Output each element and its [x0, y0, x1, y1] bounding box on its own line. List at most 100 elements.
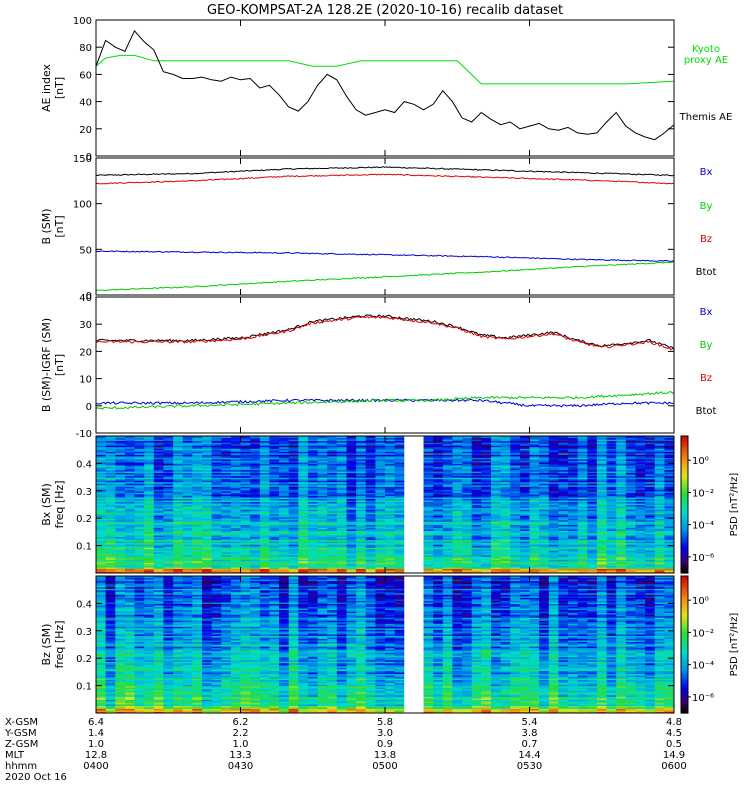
heatmap-cell — [192, 568, 203, 571]
heatmap-cell — [173, 527, 184, 530]
heatmap-cell — [481, 503, 492, 506]
heatmap-cell — [394, 563, 405, 566]
heatmap-cell — [481, 570, 492, 573]
heatmap-cell — [625, 553, 636, 556]
heatmap-cell — [134, 515, 145, 518]
heatmap-cell — [124, 536, 136, 539]
heatmap-cell — [423, 534, 434, 537]
heatmap-cell — [144, 512, 155, 515]
heatmap-cell — [606, 506, 617, 509]
heatmap-cell — [365, 528, 376, 531]
heatmap-cell — [519, 556, 531, 559]
heatmap-cell — [230, 536, 242, 539]
heatmap-cell — [202, 570, 213, 573]
heatmap-cell — [462, 553, 473, 556]
heatmap-cell — [548, 503, 559, 506]
heatmap-cell — [134, 559, 145, 562]
heatmap-cell — [298, 542, 309, 545]
heatmap-cell — [500, 522, 511, 525]
heatmap-cell — [221, 503, 232, 506]
heatmap-cell — [635, 542, 646, 545]
heatmap-cell — [96, 527, 107, 530]
heatmap-cell — [442, 516, 453, 519]
heatmap-cell — [317, 507, 328, 510]
heatmap-cell — [635, 559, 646, 562]
heatmap-cell — [568, 553, 579, 556]
heatmap-cell — [385, 528, 396, 531]
heatmap-cell — [307, 513, 319, 516]
heatmap-cell — [635, 551, 646, 554]
heatmap-cell — [481, 536, 492, 539]
heatmap-cell — [230, 519, 242, 522]
heatmap-cell — [298, 533, 309, 536]
heatmap-cell — [654, 566, 665, 569]
heatmap-cell — [144, 547, 155, 550]
heatmap-cell — [240, 504, 251, 507]
heatmap-cell — [548, 516, 559, 519]
heatmap-cell — [163, 498, 174, 501]
heatmap-cell — [356, 506, 367, 509]
heatmap-cell — [548, 504, 559, 507]
heatmap-cell — [587, 559, 598, 562]
heatmap-cell — [163, 516, 174, 519]
heatmap-cell — [596, 538, 608, 541]
heatmap-cell — [587, 566, 598, 569]
heatmap-cell — [346, 559, 357, 562]
heatmap-cell — [616, 512, 627, 515]
heatmap-cell — [491, 539, 502, 542]
heatmap-cell — [587, 503, 598, 506]
heatmap-cell — [163, 557, 174, 560]
heatmap-cell — [105, 503, 116, 506]
heatmap-cell — [471, 518, 482, 521]
heatmap-cell — [269, 522, 280, 525]
heatmap-cell — [153, 553, 164, 556]
heatmap-cell — [346, 513, 357, 516]
heatmap-cell — [442, 524, 453, 527]
heatmap-cell — [596, 528, 608, 531]
heatmap-cell — [192, 524, 203, 527]
heatmap-cell — [606, 503, 617, 506]
heatmap-cell — [356, 551, 367, 554]
heatmap-cell — [375, 510, 386, 513]
heatmap-cell — [221, 528, 232, 531]
heatmap-cell — [423, 507, 434, 510]
heatmap-cell — [606, 559, 617, 562]
heatmap-cell — [105, 554, 116, 557]
heatmap-cell — [539, 533, 550, 536]
heatmap-cell — [568, 533, 579, 536]
heatmap-cell — [558, 518, 569, 521]
heatmap-cell — [288, 507, 299, 510]
heatmap-cell — [491, 557, 502, 560]
heatmap-cell — [625, 528, 636, 531]
heatmap-cell — [558, 547, 569, 550]
heatmap-cell — [625, 538, 636, 541]
heatmap-cell — [134, 539, 145, 542]
heatmap-cell — [510, 542, 521, 545]
heatmap-cell — [105, 531, 116, 534]
series-group — [96, 30, 674, 141]
heatmap-cell — [654, 522, 665, 525]
heatmap-cell — [288, 503, 299, 506]
heatmap-cell — [587, 557, 598, 560]
heatmap-cell — [577, 548, 588, 551]
heatmap-cell — [105, 571, 116, 573]
heatmap-cell — [481, 506, 492, 509]
heatmap-cell — [221, 568, 232, 571]
heatmap-cell — [134, 509, 145, 512]
heatmap-cell — [510, 499, 521, 502]
heatmap-cell — [500, 570, 511, 573]
heatmap-cell — [96, 565, 107, 568]
heatmap-cell — [279, 499, 290, 502]
heatmap-cell — [664, 507, 674, 510]
heatmap-cell — [462, 533, 473, 536]
heatmap-cell — [298, 550, 309, 553]
heatmap-cell — [298, 504, 309, 507]
heatmap-cell — [317, 556, 328, 559]
heatmap-cell — [654, 568, 665, 571]
heatmap-cell — [250, 570, 261, 573]
heatmap-cell — [124, 528, 136, 531]
heatmap-cell — [462, 525, 473, 528]
heatmap-cell — [202, 559, 213, 562]
heatmap-cell — [173, 571, 184, 573]
heatmap-cell — [423, 506, 434, 509]
